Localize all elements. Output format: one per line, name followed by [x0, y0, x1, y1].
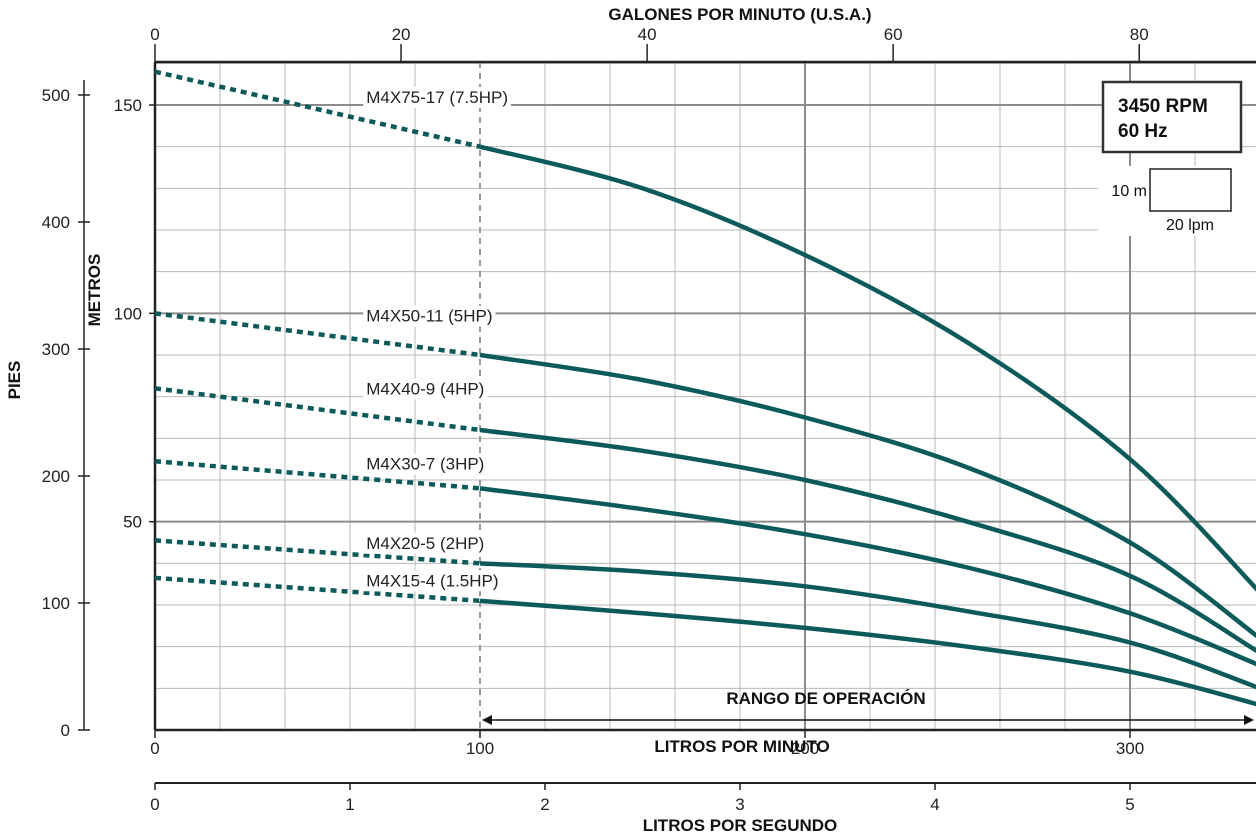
series-label: M4X40-9 (4HP) — [366, 380, 484, 399]
series-label: M4X75-17 (7.5HP) — [366, 88, 508, 107]
bottom-lps-tick-label: 1 — [345, 795, 354, 814]
secondary-y-axis-tick-label: 0 — [61, 721, 70, 740]
operating-range-arrow-head-left — [482, 715, 492, 725]
bottom-lps-tick-label: 5 — [1125, 795, 1134, 814]
series-label-background — [363, 86, 511, 108]
y-axis-tick-label: 100 — [114, 304, 142, 323]
top-axis-tick-label: 80 — [1130, 25, 1149, 44]
y-axis-title: METROS — [85, 254, 104, 327]
secondary-y-axis-tick-label: 400 — [42, 213, 70, 232]
top-axis-tick-label: 0 — [150, 25, 159, 44]
top-axis-tick-label: 20 — [392, 25, 411, 44]
series-label-background — [363, 378, 488, 400]
series-label: M4X15-4 (1.5HP) — [366, 571, 498, 590]
top-axis-title: GALONES POR MINUTO (U.S.A.) — [608, 5, 871, 24]
x-axis-tick-label: 200 — [791, 739, 819, 758]
series-curve-solid — [479, 427, 1256, 654]
series-curve-solid — [479, 598, 1256, 707]
scale-box-vertical-label: 10 m — [1111, 183, 1147, 200]
series-label-background — [363, 532, 488, 554]
series-curve-solid — [479, 144, 1256, 592]
operating-range-arrow-head-right — [1244, 715, 1254, 725]
rpm-box — [1101, 80, 1243, 154]
top-axis-tick-label: 40 — [638, 25, 657, 44]
x-axis-tick-label: 0 — [150, 739, 159, 758]
series-label: M4X20-5 (2HP) — [366, 534, 484, 553]
series-curve-dotted — [154, 69, 481, 149]
rpm-box-line2: 60 Hz — [1118, 121, 1168, 142]
series-label: M4X50-11 (5HP) — [366, 307, 492, 326]
bottom-lps-tick-label: 0 — [150, 795, 159, 814]
scale-box-horizontal-label: 20 lpm — [1166, 217, 1214, 234]
secondary-y-axis-title: PIES — [5, 361, 24, 400]
x-axis-tick-label: 100 — [466, 739, 494, 758]
x-axis-tick-label: 300 — [1116, 739, 1144, 758]
series-curve-solid — [479, 561, 1256, 690]
y-axis-tick-label: 150 — [114, 96, 142, 115]
series-curve-solid — [479, 352, 1256, 639]
rpm-box-line1: 3450 RPM — [1118, 96, 1208, 117]
secondary-y-axis-tick-label: 200 — [42, 467, 70, 486]
secondary-y-axis-tick-label: 100 — [42, 594, 70, 613]
series-curve-solid — [479, 486, 1256, 667]
series-label-background — [363, 305, 496, 327]
bottom-lps-tick-label: 2 — [540, 795, 549, 814]
x-axis-title: LITROS POR MINUTO — [654, 737, 829, 756]
secondary-y-axis-tick-label: 500 — [42, 86, 70, 105]
scale-box-rect — [1149, 168, 1232, 212]
series-label-background — [363, 570, 502, 592]
series-label: M4X30-7 (3HP) — [366, 455, 484, 474]
series-label-background — [363, 453, 488, 475]
y-axis-tick-label: 50 — [123, 513, 142, 532]
operating-range-label: RANGO DE OPERACIÓN — [726, 689, 925, 708]
bottom-lps-axis-title: LITROS POR SEGUNDO — [643, 816, 838, 835]
bottom-lps-tick-label: 3 — [735, 795, 744, 814]
top-axis-tick-label: 60 — [884, 25, 903, 44]
bottom-lps-tick-label: 4 — [930, 795, 939, 814]
secondary-y-axis-tick-label: 300 — [42, 340, 70, 359]
